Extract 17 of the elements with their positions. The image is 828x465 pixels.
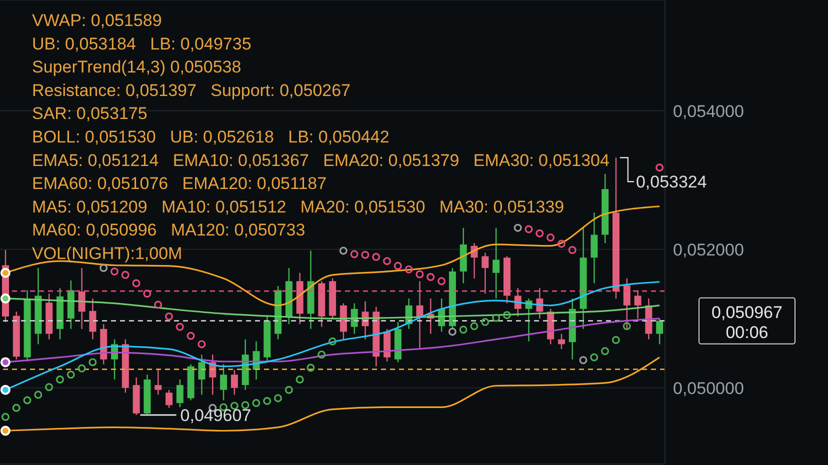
annotation: UB: 0,053184 LB: 0,049735	[32, 34, 252, 54]
annotation: EMA60: 0,051076 EMA120: 0,051187	[32, 174, 327, 194]
y-tick-label: 0,050000	[673, 378, 744, 398]
annotation: VOL(NIGHT):1,00M	[32, 244, 182, 263]
annotation: SAR: 0,053175	[32, 104, 148, 124]
annotation: 0,053324	[636, 172, 707, 192]
y-tick-label: 0,054000	[673, 102, 744, 121]
annotation: EMA5: 0,051214 EMA10: 0,051367 EMA20: 0,051379 EMA30: 0,051304	[32, 150, 610, 170]
annotation: VWAP: 0,051589	[32, 11, 162, 30]
annotation: BOLL: 0,051530 UB: 0,052618 LB: 0,050442	[32, 128, 390, 146]
y-tick-label: 0,052000	[673, 240, 744, 260]
annotation: Resistance: 0,051397 Support: 0,050267	[32, 80, 351, 100]
annotation: SuperTrend(14,3) 0,050538	[32, 58, 242, 77]
ref-line-label: 0,050967 00:06	[712, 302, 782, 342]
annotation: MA60: 0,050996 MA120: 0,050733	[32, 220, 306, 240]
annotation: MA5: 0,051209 MA10: 0,051512 MA20: 0,051530 MA30: 0,051339	[32, 197, 564, 216]
annotation: 0,049607	[180, 406, 252, 426]
